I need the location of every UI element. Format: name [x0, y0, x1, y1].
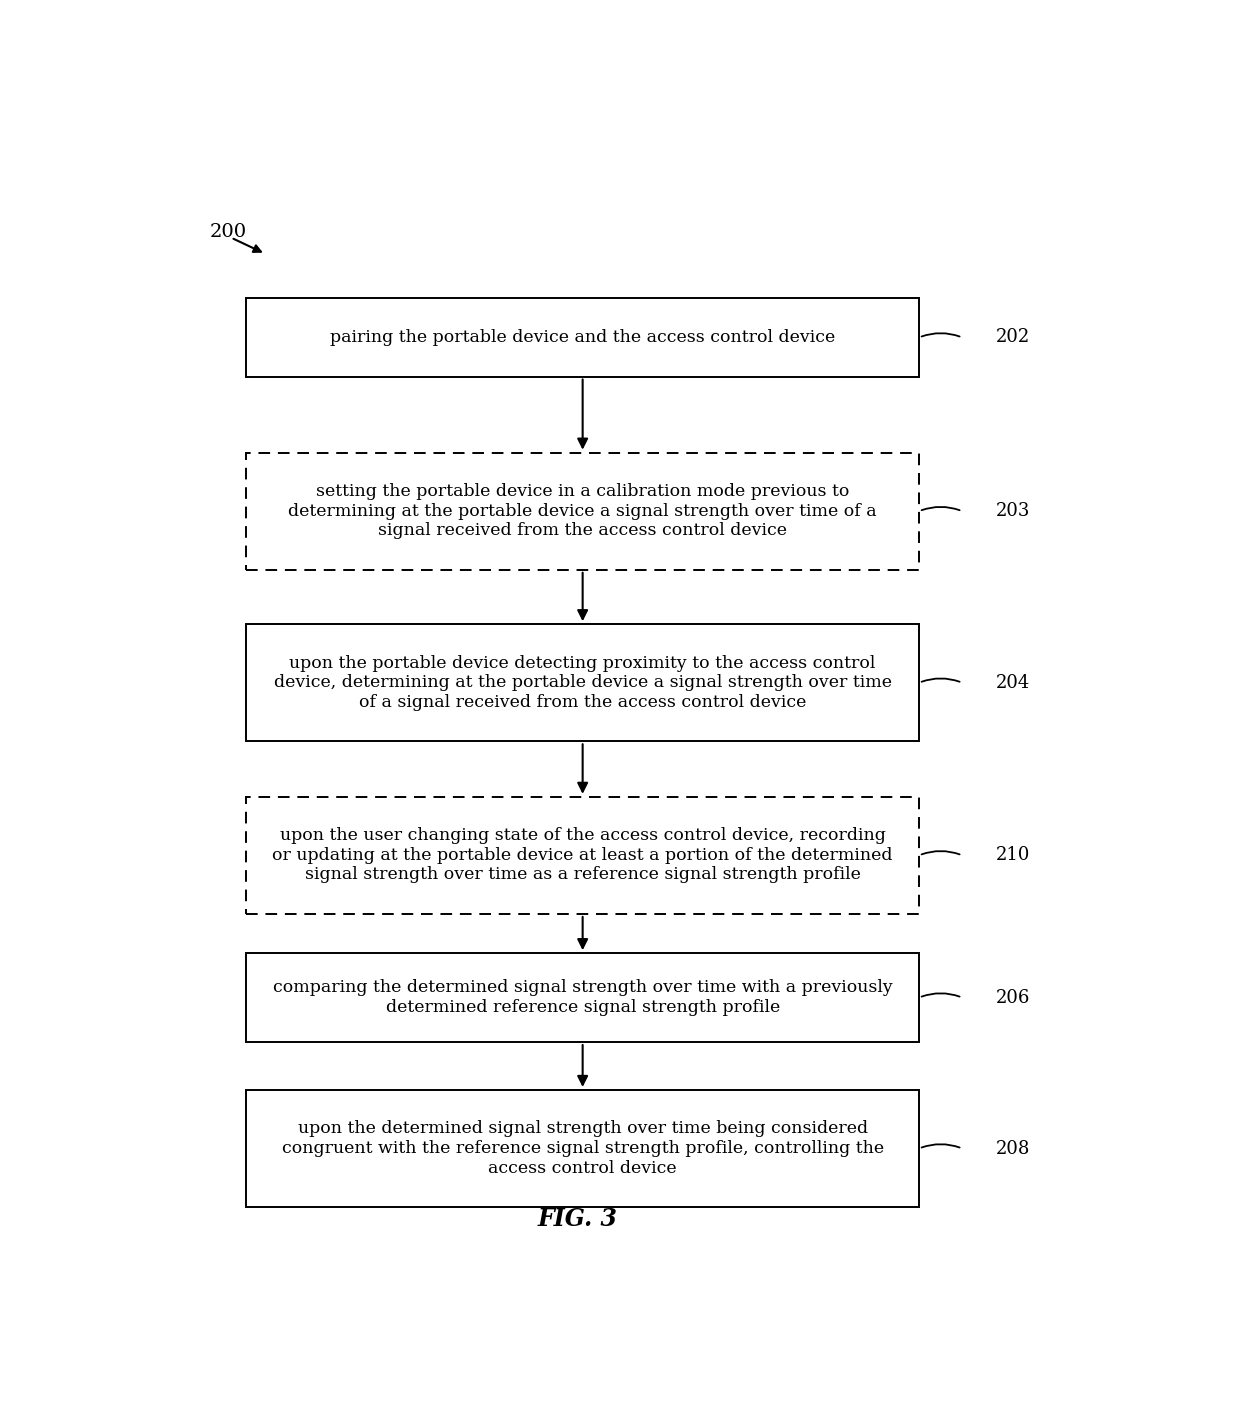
Text: 202: 202 — [996, 329, 1030, 347]
FancyBboxPatch shape — [247, 953, 919, 1042]
FancyBboxPatch shape — [247, 1090, 919, 1207]
Text: upon the user changing state of the access control device, recording
or updating: upon the user changing state of the acce… — [273, 828, 893, 884]
FancyBboxPatch shape — [247, 625, 919, 742]
FancyBboxPatch shape — [247, 453, 919, 570]
Text: 206: 206 — [996, 988, 1030, 1007]
Text: 200: 200 — [210, 223, 247, 241]
FancyBboxPatch shape — [247, 797, 919, 914]
Text: FIG. 3: FIG. 3 — [538, 1207, 618, 1231]
FancyBboxPatch shape — [247, 299, 919, 376]
Text: upon the determined signal strength over time being considered
congruent with th: upon the determined signal strength over… — [281, 1121, 884, 1176]
Text: 208: 208 — [996, 1139, 1030, 1158]
Text: 203: 203 — [996, 502, 1030, 520]
Text: setting the portable device in a calibration mode previous to
determining at the: setting the portable device in a calibra… — [289, 484, 877, 539]
Text: upon the portable device detecting proximity to the access control
device, deter: upon the portable device detecting proxi… — [274, 654, 892, 711]
Text: comparing the determined signal strength over time with a previously
determined : comparing the determined signal strength… — [273, 980, 893, 1015]
Text: 204: 204 — [996, 674, 1030, 692]
Text: pairing the portable device and the access control device: pairing the portable device and the acce… — [330, 329, 836, 345]
Text: 210: 210 — [996, 846, 1030, 864]
